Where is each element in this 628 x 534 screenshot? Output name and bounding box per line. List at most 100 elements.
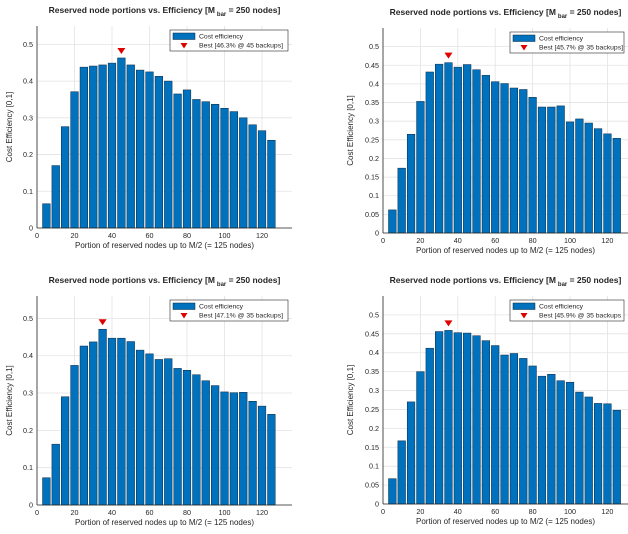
bar (42, 477, 51, 506)
bar (267, 139, 276, 229)
bar (406, 133, 416, 234)
bar (425, 347, 434, 505)
bar (472, 69, 481, 234)
chart-title-main: Reserved node portions vs. Efficiency [M (390, 275, 556, 285)
best-marker (444, 320, 453, 327)
legend-marker-icon (180, 313, 188, 319)
y-tick-label: 0.2 (369, 424, 379, 433)
y-tick-label: 0.5 (369, 310, 379, 319)
y-tick-label: 0.2 (369, 154, 379, 163)
chart-title: Reserved node portions vs. Efficiency [M… (390, 7, 622, 20)
bar (603, 403, 612, 505)
bar (528, 97, 537, 234)
x-axis-label: Portion of reserved nodes up to M/2 (= 1… (75, 518, 254, 527)
bar (491, 81, 500, 234)
y-tick-label: 0.3 (23, 113, 33, 122)
bar (547, 374, 556, 505)
y-axis-label: Cost Efficiency [0,1] (5, 92, 14, 163)
x-tick-label: 40 (108, 231, 116, 240)
bar (397, 167, 406, 234)
y-axis-label: Cost Efficiency [0,1] (346, 365, 355, 436)
bar (42, 203, 51, 229)
legend-bar-swatch (512, 34, 536, 42)
y-tick-label: 0.1 (23, 463, 33, 472)
y-tick-label: 0.1 (369, 191, 379, 200)
chart-title: Reserved node portions vs. Efficiency [M… (49, 275, 281, 288)
bar (173, 368, 182, 506)
bar (416, 371, 425, 505)
legend-series-label: Cost efficiency (199, 34, 244, 41)
bar (98, 328, 107, 506)
legend-best-label: Best [45.7% @ 35 backups] (539, 45, 623, 52)
y-tick-label: 0 (29, 501, 33, 510)
bar (136, 69, 145, 229)
bar (70, 365, 79, 506)
y-tick-label: 0.45 (365, 61, 379, 70)
y-axis-label: Cost Efficiency [0,1] (346, 95, 355, 166)
y-tick-label: 0.2 (23, 150, 33, 159)
chart-title-end: = 250 nodes] (226, 275, 280, 285)
chart-title-subscript: bar (217, 282, 227, 288)
legend-box (509, 31, 625, 54)
legend: Cost efficiency Best [47.1% @ 35 backups] (169, 299, 289, 322)
bar (500, 83, 509, 234)
chart-panel-2: 0 20 40 60 80 100 120 0 0.05 0.1 0.15 0.2 0.25 0.3 0.3… (314, 0, 628, 260)
bar (201, 380, 210, 506)
bar (603, 133, 612, 234)
x-tick-label: 60 (146, 508, 154, 517)
y-tick-label: 0.4 (369, 348, 379, 357)
y-tick-label: 0.35 (365, 98, 379, 107)
bar (107, 62, 117, 229)
bar (173, 93, 182, 229)
legend: Cost efficiency Best [45.9% @ 35 backups (509, 299, 625, 322)
y-tick-label: 0 (375, 229, 379, 238)
bar (145, 71, 154, 229)
bar (509, 87, 519, 234)
bar (444, 330, 453, 505)
chart-panel-1: 0 20 40 60 80 100 120 0 0.1 0.2 0.3 0.4 0.5 Reserved … (0, 0, 310, 260)
x-tick-label: 120 (601, 236, 613, 245)
chart-title-end: = 250 nodes] (226, 5, 280, 15)
chart-svg: 0 20 40 60 80 100 120 0 0.1 0.2 0.3 0.4 0.5 Reserved … (5, 5, 292, 250)
bar (612, 138, 621, 234)
bar (192, 99, 201, 229)
y-tick-label: 0.2 (23, 426, 33, 435)
bar (164, 80, 173, 229)
x-tick-label: 120 (256, 508, 268, 517)
x-tick-label: 80 (529, 236, 537, 245)
bar (229, 392, 238, 506)
y-tick-label: 0 (29, 224, 33, 233)
bar (154, 359, 163, 506)
bar (528, 365, 537, 505)
bar (136, 349, 145, 506)
legend-bar-swatch (172, 32, 196, 40)
bar (388, 478, 397, 505)
chart-title-main: Reserved node portions vs. Efficiency [M (49, 5, 215, 15)
bar (257, 130, 267, 229)
chart-title-end: = 250 nodes] (567, 7, 621, 17)
chart-title-main: Reserved node portions vs. Efficiency [M (390, 7, 556, 17)
x-tick-label: 80 (183, 231, 191, 240)
y-tick-label: 0.45 (365, 329, 379, 338)
legend-marker-icon (180, 43, 188, 49)
x-axis-label: Portion of reserved nodes up to M/2 (= 1… (75, 241, 254, 250)
bar (444, 62, 453, 234)
y-tick-label: 0.05 (365, 210, 379, 219)
y-tick-label: 0.4 (369, 79, 379, 88)
chart-svg: 0 20 40 60 80 100 120 0 0.1 0.2 0.3 0.4 0.5 Reserved … (5, 275, 292, 527)
bar (463, 64, 472, 234)
bar (220, 108, 229, 229)
best-marker (444, 52, 453, 59)
bar (107, 337, 117, 506)
bar (584, 122, 593, 234)
chart-svg: 0 20 40 60 80 100 120 0 0.05 0.1 0.15 0.2 0.25 0.3 0.3… (346, 7, 628, 255)
bar (565, 121, 575, 234)
legend-bar-swatch (512, 302, 536, 310)
y-tick-label: 0.25 (365, 405, 379, 414)
bar (248, 124, 257, 229)
y-tick-label: 0.3 (369, 386, 379, 395)
bar (201, 101, 210, 229)
bar (61, 126, 70, 229)
bar (547, 106, 556, 234)
